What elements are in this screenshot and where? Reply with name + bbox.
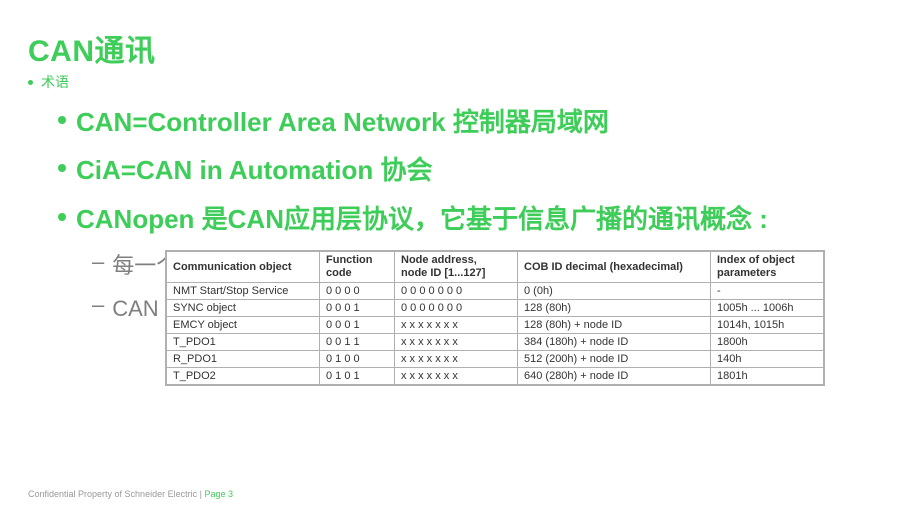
- subtitle-text: 术语: [41, 72, 69, 92]
- footer-text: Confidential Property of Schneider Elect…: [28, 489, 204, 499]
- cell: 0 0 0 0 0 0 0: [395, 283, 518, 300]
- table-row: SYNC object 0 0 0 1 0 0 0 0 0 0 0 128 (8…: [167, 300, 824, 317]
- col-header: COB ID decimal (hexadecimal): [518, 252, 711, 283]
- cell: 140h: [711, 351, 824, 368]
- bullet-text: CiA=CAN in Automation 协会: [76, 152, 433, 188]
- table-body: NMT Start/Stop Service 0 0 0 0 0 0 0 0 0…: [167, 283, 824, 385]
- cell: x x x x x x x: [395, 368, 518, 385]
- dash-icon: –: [92, 292, 104, 318]
- bullet-text: CAN=Controller Area Network 控制器局域网: [76, 104, 609, 140]
- cell: 0 0 0 0 0 0 0: [395, 300, 518, 317]
- slide: CAN通讯 术语 CAN=Controller Area Network 控制器…: [0, 0, 920, 517]
- footer-page: Page 3: [204, 489, 233, 499]
- bullet-icon: [58, 213, 66, 221]
- table-row: NMT Start/Stop Service 0 0 0 0 0 0 0 0 0…: [167, 283, 824, 300]
- cell: x x x x x x x: [395, 351, 518, 368]
- bullet-text: CANopen 是CAN应用层协议，它基于信息广播的通讯概念 :: [76, 201, 768, 237]
- cell: 0 (0h): [518, 283, 711, 300]
- cell: T_PDO1: [167, 334, 320, 351]
- cell: 0 0 0 1: [320, 300, 395, 317]
- col-header: Index of objectparameters: [711, 252, 824, 283]
- cell: 1801h: [711, 368, 824, 385]
- bullet-item: CiA=CAN in Automation 协会: [58, 152, 892, 188]
- cell: EMCY object: [167, 317, 320, 334]
- cob-id-table: Communication object Functioncode Node a…: [165, 250, 825, 386]
- table-row: EMCY object 0 0 0 1 x x x x x x x 128 (8…: [167, 317, 824, 334]
- cell: SYNC object: [167, 300, 320, 317]
- cell: 128 (80h) + node ID: [518, 317, 711, 334]
- cell: 1005h ... 1006h: [711, 300, 824, 317]
- cell: 128 (80h): [518, 300, 711, 317]
- col-header: Functioncode: [320, 252, 395, 283]
- subtitle-row: 术语: [28, 72, 892, 92]
- cell: R_PDO1: [167, 351, 320, 368]
- cell: 0 0 0 1: [320, 317, 395, 334]
- bullet-icon: [58, 116, 66, 124]
- table: Communication object Functioncode Node a…: [166, 251, 824, 385]
- cell: T_PDO2: [167, 368, 320, 385]
- cell: 0 1 0 1: [320, 368, 395, 385]
- col-header: Node address,node ID [1...127]: [395, 252, 518, 283]
- cell: -: [711, 283, 824, 300]
- table-row: T_PDO1 0 0 1 1 x x x x x x x 384 (180h) …: [167, 334, 824, 351]
- bullet-icon: [28, 80, 33, 85]
- col-header: Communication object: [167, 252, 320, 283]
- cell: 0 1 0 0: [320, 351, 395, 368]
- cell: 1800h: [711, 334, 824, 351]
- cell: x x x x x x x: [395, 317, 518, 334]
- cell: 0 0 0 0: [320, 283, 395, 300]
- cell: 640 (280h) + node ID: [518, 368, 711, 385]
- cell: 1014h, 1015h: [711, 317, 824, 334]
- bullet-icon: [58, 164, 66, 172]
- cell: 0 0 1 1: [320, 334, 395, 351]
- footer: Confidential Property of Schneider Elect…: [28, 489, 233, 499]
- table-row: R_PDO1 0 1 0 0 x x x x x x x 512 (200h) …: [167, 351, 824, 368]
- slide-title: CAN通讯: [28, 26, 892, 70]
- bullet-item: CANopen 是CAN应用层协议，它基于信息广播的通讯概念 :: [58, 201, 892, 237]
- cell: 384 (180h) + node ID: [518, 334, 711, 351]
- bullet-item: CAN=Controller Area Network 控制器局域网: [58, 104, 892, 140]
- dash-icon: –: [92, 249, 104, 275]
- cell: NMT Start/Stop Service: [167, 283, 320, 300]
- table-header-row: Communication object Functioncode Node a…: [167, 252, 824, 283]
- table-row: T_PDO2 0 1 0 1 x x x x x x x 640 (280h) …: [167, 368, 824, 385]
- cell: x x x x x x x: [395, 334, 518, 351]
- cell: 512 (200h) + node ID: [518, 351, 711, 368]
